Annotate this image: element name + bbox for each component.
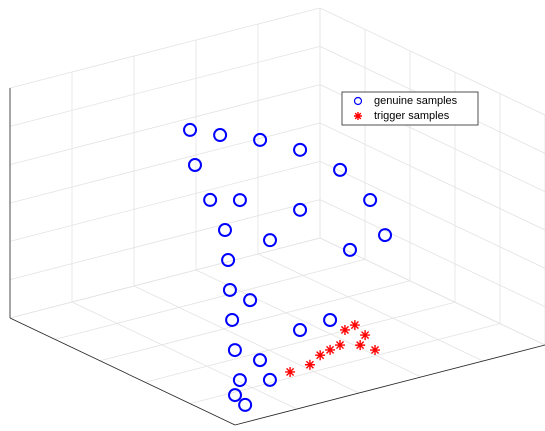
genuine-point (217, 223, 232, 238)
legend-marker (353, 96, 363, 106)
genuine-point (253, 353, 268, 368)
legend: genuine samples trigger samples (341, 91, 479, 126)
grid-line (319, 199, 545, 308)
trigger-point (355, 340, 366, 351)
grid-line (133, 285, 360, 394)
genuine-point (263, 233, 278, 248)
genuine-point (333, 162, 348, 177)
genuine-point (225, 312, 240, 327)
grid-line (257, 253, 484, 362)
genuine-point (243, 293, 258, 308)
genuine-point (183, 122, 198, 137)
grid-line (9, 160, 321, 242)
genuine-point (203, 192, 218, 207)
grid-line (9, 237, 321, 319)
grid-line (319, 122, 545, 231)
genuine-point (213, 128, 228, 143)
genuine-point (232, 193, 247, 208)
grid-line (319, 237, 545, 346)
grid-line (189, 323, 501, 404)
genuine-point (253, 132, 268, 147)
genuine-point (293, 323, 308, 338)
genuine-point (262, 372, 277, 387)
trigger-point (325, 344, 336, 355)
trigger-point (339, 324, 350, 335)
trigger-point (315, 350, 326, 361)
trigger-point (304, 359, 315, 370)
genuine-point (222, 282, 237, 297)
trigger-point (285, 366, 296, 377)
genuine-point (342, 242, 357, 257)
trigger-point (354, 112, 362, 120)
trigger-point (360, 330, 371, 341)
grid-line (99, 280, 411, 362)
genuine-point (293, 142, 308, 157)
grid-line (319, 160, 545, 269)
grid-line (9, 84, 321, 166)
axis-edge (9, 317, 236, 426)
genuine-point (232, 373, 247, 388)
grid-line (71, 301, 298, 410)
legend-box (341, 91, 479, 126)
genuine-point (228, 388, 242, 403)
grid-line (9, 45, 321, 127)
grid-line (9, 122, 321, 204)
genuine-point (363, 193, 378, 208)
genuine-point (238, 397, 253, 412)
trigger-point (335, 340, 345, 351)
genuine-point (187, 157, 202, 172)
genuine-point (378, 228, 393, 243)
grid-line (195, 269, 422, 378)
trigger-point (370, 345, 381, 356)
grid-line (144, 301, 456, 383)
grid-line (9, 199, 321, 281)
genuine-point (227, 343, 242, 358)
genuine-point (293, 202, 308, 217)
axis-edge (234, 344, 545, 426)
grid-line (319, 7, 545, 116)
legend-label: trigger samples (374, 110, 450, 122)
genuine-point (323, 312, 338, 327)
grid-line (54, 259, 366, 340)
grid-line (9, 7, 321, 89)
legend-label: genuine samples (374, 95, 458, 107)
trigger-point (349, 320, 360, 331)
genuine-point (221, 253, 236, 268)
